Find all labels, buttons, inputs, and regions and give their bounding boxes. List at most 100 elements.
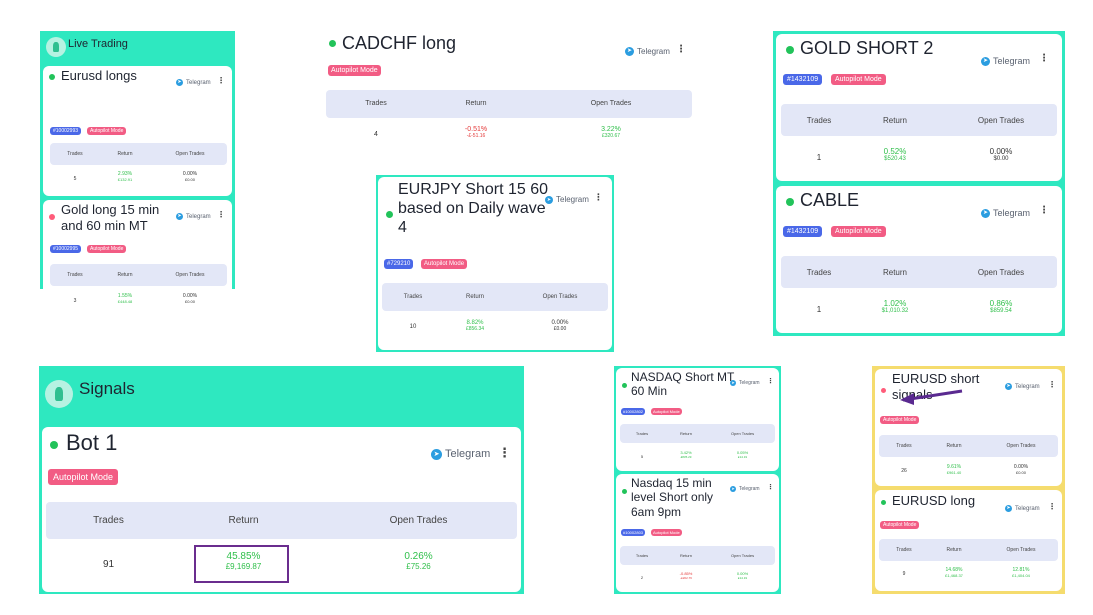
table-row: 1 0.52% $520.43 0.00% $0.00: [816, 147, 1013, 162]
telegram-link[interactable]: ➤ Telegram: [625, 47, 670, 56]
table-row: 9 14.68% £1,468.37 12.81% £1,404.04: [902, 567, 1030, 578]
status-dot-active: [786, 46, 794, 54]
telegram-icon: ➤: [176, 213, 183, 220]
autopilot-badge[interactable]: Autopilot Mode: [48, 469, 119, 485]
strategy-id-badge: #10002802: [621, 408, 646, 415]
autopilot-badge[interactable]: Autopilot Mode: [651, 529, 682, 536]
strategy-id-badge: #1432109: [783, 226, 823, 237]
telegram-icon: ➤: [176, 79, 183, 86]
status-dot-active: [49, 74, 55, 80]
telegram-link[interactable]: ➤ Telegram: [1005, 383, 1040, 390]
more-options-icon[interactable]: ⋮: [217, 210, 225, 219]
strategy-title: EURJPY Short 15 60 based on Daily wave 4: [398, 181, 549, 237]
autopilot-badge[interactable]: Autopilot Mode: [651, 408, 682, 415]
live-trading-avatar: [46, 37, 66, 57]
autopilot-badge[interactable]: Autopilot Mode: [87, 245, 127, 253]
table-row: 4 -0.51% -£-51.16 3.22% £320.67: [374, 126, 621, 139]
strategy-card-eurusd-long[interactable]: EURUSD long ➤ Telegram ⋮ Autopilot Mode …: [875, 490, 1062, 591]
autopilot-badge[interactable]: Autopilot Mode: [328, 65, 381, 76]
telegram-icon: ➤: [431, 448, 442, 460]
strategy-card-bot-1[interactable]: Bot 1 ➤ Telegram ⋮ Autopilot Mode Trades…: [42, 427, 521, 592]
table-row: 91 45.85% £9,169.87 0.26% £75.26: [102, 551, 433, 571]
live-trading-panel: Live Trading Eurusd longs ➤ Telegram ⋮ #…: [40, 31, 235, 317]
telegram-link[interactable]: ➤ Telegram: [1005, 505, 1040, 512]
eurusd-frame: EURUSD short signals ➤ Telegram ⋮ Autopi…: [872, 366, 1065, 594]
table-header: Trades Return Open Trades: [879, 435, 1058, 457]
strategy-id-badge: #729210: [384, 259, 414, 269]
autopilot-badge[interactable]: Autopilot Mode: [880, 416, 920, 424]
signals-header: Signals: [79, 379, 135, 398]
nasdaq-frame: NASDAQ Short MT 60 Min ➤ Telegram ⋮ #100…: [614, 366, 781, 594]
strategy-card-cable[interactable]: CABLE ➤ Telegram ⋮ #1432109 Autopilot Mo…: [776, 186, 1062, 333]
strategy-id-badge: #10002803: [621, 529, 646, 536]
strategy-card-nasdaq-15min[interactable]: Nasdaq 15 min level Short only 6am 9pm ➤…: [616, 474, 779, 592]
more-options-icon[interactable]: ⋮: [1039, 205, 1049, 216]
autopilot-badge[interactable]: Autopilot Mode: [831, 74, 886, 85]
status-dot-active: [622, 383, 627, 388]
strategy-title: EURUSD long: [892, 493, 976, 508]
strategy-card-eurusd-longs[interactable]: Eurusd longs ➤ Telegram ⋮ #10002993 Auto…: [43, 66, 232, 196]
more-options-icon[interactable]: ⋮: [217, 76, 225, 85]
strategy-card-gold-long[interactable]: Gold long 15 min and 60 min MT ➤ Telegra…: [43, 200, 232, 317]
more-options-icon[interactable]: ⋮: [594, 192, 603, 202]
table-header: Trades Return Open Trades: [50, 143, 227, 165]
telegram-icon: ➤: [625, 47, 634, 56]
status-dot-active: [881, 500, 886, 505]
more-options-icon[interactable]: ⋮: [767, 378, 774, 385]
autopilot-badge[interactable]: Autopilot Mode: [87, 127, 127, 135]
strategy-title: GOLD SHORT 2: [800, 38, 934, 58]
table-row: 3 1.55% £448.48 0.00% £0.00: [73, 293, 198, 304]
telegram-link[interactable]: ➤ Telegram: [431, 448, 490, 460]
more-options-icon[interactable]: ⋮: [767, 484, 774, 491]
autopilot-badge[interactable]: Autopilot Mode: [421, 259, 468, 269]
table-header: Trades Return Open Trades: [620, 546, 775, 565]
strategy-card-cadchf[interactable]: CADCHF long ➤ Telegram ⋮ Autopilot Mode …: [323, 28, 695, 153]
telegram-link[interactable]: ➤ Telegram: [730, 380, 760, 386]
status-dot-active: [386, 211, 393, 218]
autopilot-badge[interactable]: Autopilot Mode: [831, 226, 886, 237]
strategy-title: Eurusd longs: [61, 68, 137, 83]
telegram-icon: ➤: [1005, 505, 1012, 512]
strategy-card-eurjpy[interactable]: EURJPY Short 15 60 based on Daily wave 4…: [378, 177, 612, 350]
telegram-link[interactable]: ➤ Telegram: [176, 213, 211, 220]
table-header: Trades Return Open Trades: [382, 283, 608, 311]
strategy-card-nasdaq-short[interactable]: NASDAQ Short MT 60 Min ➤ Telegram ⋮ #100…: [616, 368, 779, 471]
telegram-link[interactable]: ➤ Telegram: [545, 195, 589, 204]
strategy-id-badge: #10002993: [50, 127, 82, 135]
table-row: 26 9.61% £961.40 0.00% £0.00: [901, 464, 1029, 475]
more-options-icon[interactable]: ⋮: [498, 445, 511, 460]
table-header: Trades Return Open Trades: [620, 424, 775, 443]
telegram-icon: ➤: [730, 380, 736, 386]
strategy-title: Nasdaq 15 min level Short only 6am 9pm: [631, 476, 714, 519]
strategy-title: Gold long 15 min and 60 min MT: [61, 202, 160, 233]
more-options-icon[interactable]: ⋮: [1048, 380, 1056, 389]
table-row: 5 3.42% £835.29 0.05% £14.19: [640, 450, 749, 459]
strategy-card-eurusd-short[interactable]: EURUSD short signals ➤ Telegram ⋮ Autopi…: [875, 369, 1062, 486]
table-header: Trades Return Open Trades: [50, 264, 227, 286]
more-options-icon[interactable]: ⋮: [1048, 502, 1056, 511]
telegram-link[interactable]: ➤ Telegram: [981, 208, 1031, 218]
live-trading-header: Live Trading: [68, 38, 128, 50]
table-header: Trades Return Open Trades: [879, 539, 1058, 561]
table-header: Trades Return Open Trades: [781, 256, 1057, 288]
telegram-icon: ➤: [730, 486, 736, 492]
telegram-link[interactable]: ➤ Telegram: [730, 486, 760, 492]
telegram-icon: ➤: [981, 56, 990, 66]
more-options-icon[interactable]: ⋮: [1039, 53, 1049, 64]
table-header: Trades Return Open Trades: [46, 502, 517, 539]
telegram-link[interactable]: ➤ Telegram: [981, 56, 1031, 66]
autopilot-badge[interactable]: Autopilot Mode: [880, 521, 920, 529]
eurjpy-frame: EURJPY Short 15 60 based on Daily wave 4…: [376, 175, 614, 352]
table-row: 10 8.82% £856.34 0.00% £0.00: [409, 320, 569, 332]
status-dot-inactive: [49, 214, 55, 220]
return-highlight-box: [194, 545, 289, 583]
strategy-id-badge: #1432109: [783, 74, 823, 85]
more-options-icon[interactable]: ⋮: [676, 44, 686, 55]
telegram-link[interactable]: ➤ Telegram: [176, 79, 211, 86]
status-dot-active: [622, 489, 627, 494]
strategy-title: Bot 1: [66, 430, 118, 455]
telegram-icon: ➤: [1005, 383, 1012, 390]
strategy-card-gold-short-2[interactable]: GOLD SHORT 2 ➤ Telegram ⋮ #1432109 Autop…: [776, 34, 1062, 181]
table-row: 5 2.93% £132.91 0.00% £0.00: [73, 171, 198, 182]
table-row: 2 -0.85% -£202.76 0.00% £14.19: [640, 571, 749, 580]
